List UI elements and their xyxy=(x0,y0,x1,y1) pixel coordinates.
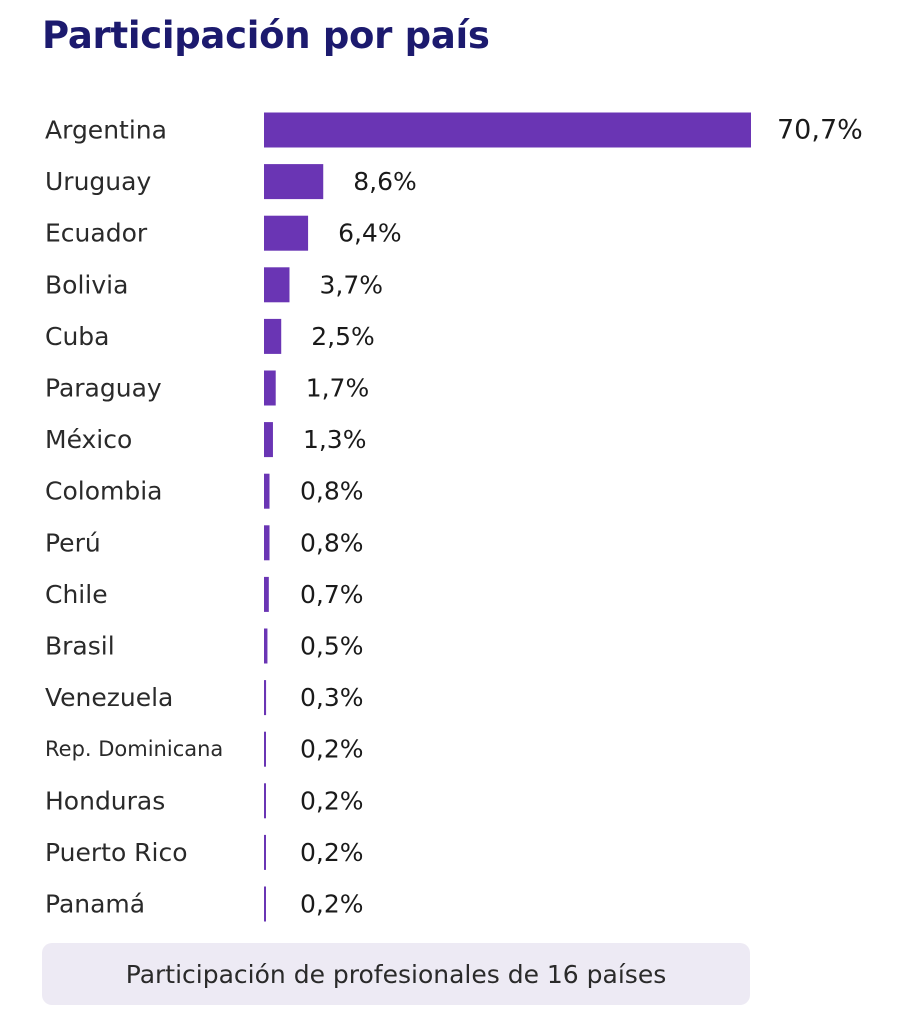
caption-text: Participación de profesionales de 16 paí… xyxy=(125,959,667,989)
category-label-venezuela: Venezuela xyxy=(45,683,173,712)
category-label-paraguay: Paraguay xyxy=(45,374,162,403)
value-label-colombia: 0,8% xyxy=(300,477,364,506)
category-label-puerto-rico: Puerto Rico xyxy=(45,838,188,867)
bar-argentina xyxy=(264,112,751,148)
category-label-argentina: Argentina xyxy=(45,116,167,145)
value-label-paraguay: 1,7% xyxy=(306,374,370,403)
value-label-ecuador: 6,4% xyxy=(338,219,402,248)
bar-bolivia xyxy=(264,267,290,303)
category-label-peru: Perú xyxy=(45,528,101,557)
value-label-peru: 0,8% xyxy=(300,528,364,557)
bar-uruguay xyxy=(264,164,324,200)
bar-brasil xyxy=(264,628,268,664)
category-label-brasil: Brasil xyxy=(45,632,115,661)
bar-chile xyxy=(264,576,269,612)
bar-rep-dominicana xyxy=(264,731,266,767)
value-label-cuba: 2,5% xyxy=(311,322,375,351)
bar-panama xyxy=(264,886,266,922)
category-label-bolivia: Bolivia xyxy=(45,270,128,299)
category-label-honduras: Honduras xyxy=(45,786,165,815)
category-label-ecuador: Ecuador xyxy=(45,219,148,248)
bar-mexico xyxy=(264,422,273,458)
bar-cuba xyxy=(264,318,282,354)
category-label-chile: Chile xyxy=(45,580,108,609)
value-label-mexico: 1,3% xyxy=(303,425,367,454)
value-label-rep-dominicana: 0,2% xyxy=(300,735,364,764)
category-label-cuba: Cuba xyxy=(45,322,110,351)
category-label-colombia: Colombia xyxy=(45,477,162,506)
value-label-uruguay: 8,6% xyxy=(353,167,417,196)
bar-puerto-rico xyxy=(264,834,266,870)
value-label-bolivia: 3,7% xyxy=(319,270,383,299)
value-label-brasil: 0,5% xyxy=(300,632,364,661)
category-label-uruguay: Uruguay xyxy=(45,167,151,196)
bar-ecuador xyxy=(264,215,309,251)
caption-box: Participación de profesionales de 16 paí… xyxy=(42,943,750,1005)
bar-paraguay xyxy=(264,370,276,406)
value-label-honduras: 0,2% xyxy=(300,786,364,815)
value-label-chile: 0,7% xyxy=(300,580,364,609)
category-label-panama: Panamá xyxy=(45,890,145,919)
bar-honduras xyxy=(264,783,266,819)
bar-peru xyxy=(264,525,270,561)
category-label-rep-dominicana: Rep. Dominicana xyxy=(45,737,223,761)
value-label-argentina: 70,7% xyxy=(777,115,863,146)
bar-venezuela xyxy=(264,680,267,716)
value-label-panama: 0,2% xyxy=(300,890,364,919)
category-label-mexico: México xyxy=(45,425,132,454)
value-label-venezuela: 0,3% xyxy=(300,683,364,712)
value-label-puerto-rico: 0,2% xyxy=(300,838,364,867)
bar-colombia xyxy=(264,473,270,509)
chart-title: Participación por país xyxy=(42,14,490,57)
